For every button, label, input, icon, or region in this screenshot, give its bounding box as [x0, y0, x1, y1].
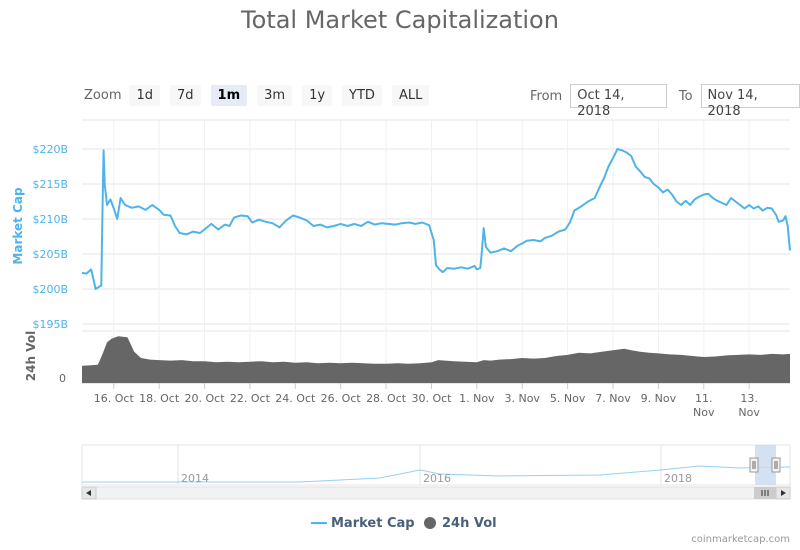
zoom-controls: Zoom 1d 7d 1m 3m 1y YTD ALL: [84, 84, 439, 106]
x-tick-label: 16. Oct: [94, 392, 135, 405]
credit-link[interactable]: coinmarketcap.com: [691, 534, 790, 545]
x-tick-label: 18. Oct: [139, 392, 180, 405]
navigator-ticks: 2014 2016 2018: [82, 445, 791, 485]
grid-lines: [82, 119, 790, 384]
legend: Market Cap 24h Vol: [311, 516, 497, 531]
y-tick-label: $195B: [32, 318, 68, 331]
zoom-1d-button[interactable]: 1d: [129, 84, 161, 106]
date-range: From Oct 14, 2018 To Nov 14, 2018: [530, 84, 800, 119]
navigator[interactable]: 2014 2016 2018: [81, 444, 791, 486]
x-axis-ticks: 16. Oct 18. Oct 20. Oct 22. Oct 24. Oct 26. O…: [94, 383, 760, 419]
x-tick-label: 24. Oct: [275, 392, 316, 405]
navigator-left-handle[interactable]: [749, 457, 759, 473]
volume-series-area: [82, 336, 790, 383]
x-tick-label: 7. Nov: [595, 392, 631, 405]
volume-area: [82, 336, 790, 383]
zoom-1m-button[interactable]: 1m: [210, 84, 248, 106]
navigator-frame: [81, 444, 791, 486]
market-cap-line: [81, 148, 791, 290]
x-tick-label: 5. Nov: [550, 392, 586, 405]
to-date-input[interactable]: Nov 14, 2018: [700, 84, 800, 119]
scroll-left-arrow-icon: [86, 490, 91, 496]
y-tick-label: $220B: [32, 143, 68, 156]
y-axis-ticks: $195B $200B $205B $210B $215B $220B: [32, 143, 68, 331]
to-label: To: [678, 88, 693, 104]
y-axis-label: Market Cap: [11, 187, 25, 265]
x-tick-label: 28. Oct: [366, 392, 407, 405]
navigator-series-line: [82, 465, 791, 483]
y-tick-label: $215B: [32, 178, 68, 191]
from-date-input[interactable]: Oct 14, 2018: [570, 84, 667, 119]
scrollbar[interactable]: [81, 486, 791, 500]
x-tick-label: 26. Oct: [321, 392, 362, 405]
x-tick-label: 3. Nov: [504, 392, 540, 405]
volume-tick-0: 0: [59, 372, 66, 385]
navigator-tick-label: 2014: [181, 472, 209, 485]
x-tick-label: 1. Nov: [459, 392, 495, 405]
x-tick-label: 13. Nov: [738, 392, 760, 419]
zoom-7d-button[interactable]: 7d: [170, 84, 201, 106]
zoom-1y-button[interactable]: 1y: [302, 84, 333, 106]
chart-title: Total Market Capitalization: [241, 6, 559, 34]
zoom-3m-button[interactable]: 3m: [257, 84, 293, 106]
legend-item-volume[interactable]: 24h Vol: [424, 516, 497, 531]
from-label: From: [530, 88, 563, 104]
y-tick-label: $200B: [32, 283, 68, 296]
x-tick-label: 22. Oct: [230, 392, 271, 405]
x-tick-label: 11. Nov: [693, 392, 715, 419]
x-tick-label: 9. Nov: [641, 392, 677, 405]
volume-legend-icon: [424, 517, 436, 529]
legend-label-market-cap: Market Cap: [331, 516, 415, 531]
x-tick-label: 20. Oct: [185, 392, 226, 405]
zoom-ytd-button[interactable]: YTD: [342, 84, 382, 106]
volume-axis-label: 24h Vol: [24, 331, 38, 381]
navigator-tick-label: 2018: [664, 472, 692, 485]
scrollbar-track[interactable]: [81, 486, 791, 500]
legend-label-volume: 24h Vol: [442, 516, 497, 531]
y-tick-label: $205B: [32, 248, 68, 261]
navigator-selection[interactable]: [755, 445, 776, 485]
market-cap-series-line: [81, 148, 791, 290]
legend-item-market-cap[interactable]: Market Cap: [311, 516, 415, 531]
zoom-label: Zoom: [84, 87, 122, 103]
y-tick-label: $210B: [32, 213, 68, 226]
x-tick-label: 30. Oct: [411, 392, 452, 405]
navigator-right-handle[interactable]: [771, 457, 781, 473]
scroll-right-arrow-icon: [781, 490, 786, 496]
navigator-tick-label: 2016: [423, 472, 451, 485]
zoom-all-button[interactable]: ALL: [391, 84, 430, 106]
